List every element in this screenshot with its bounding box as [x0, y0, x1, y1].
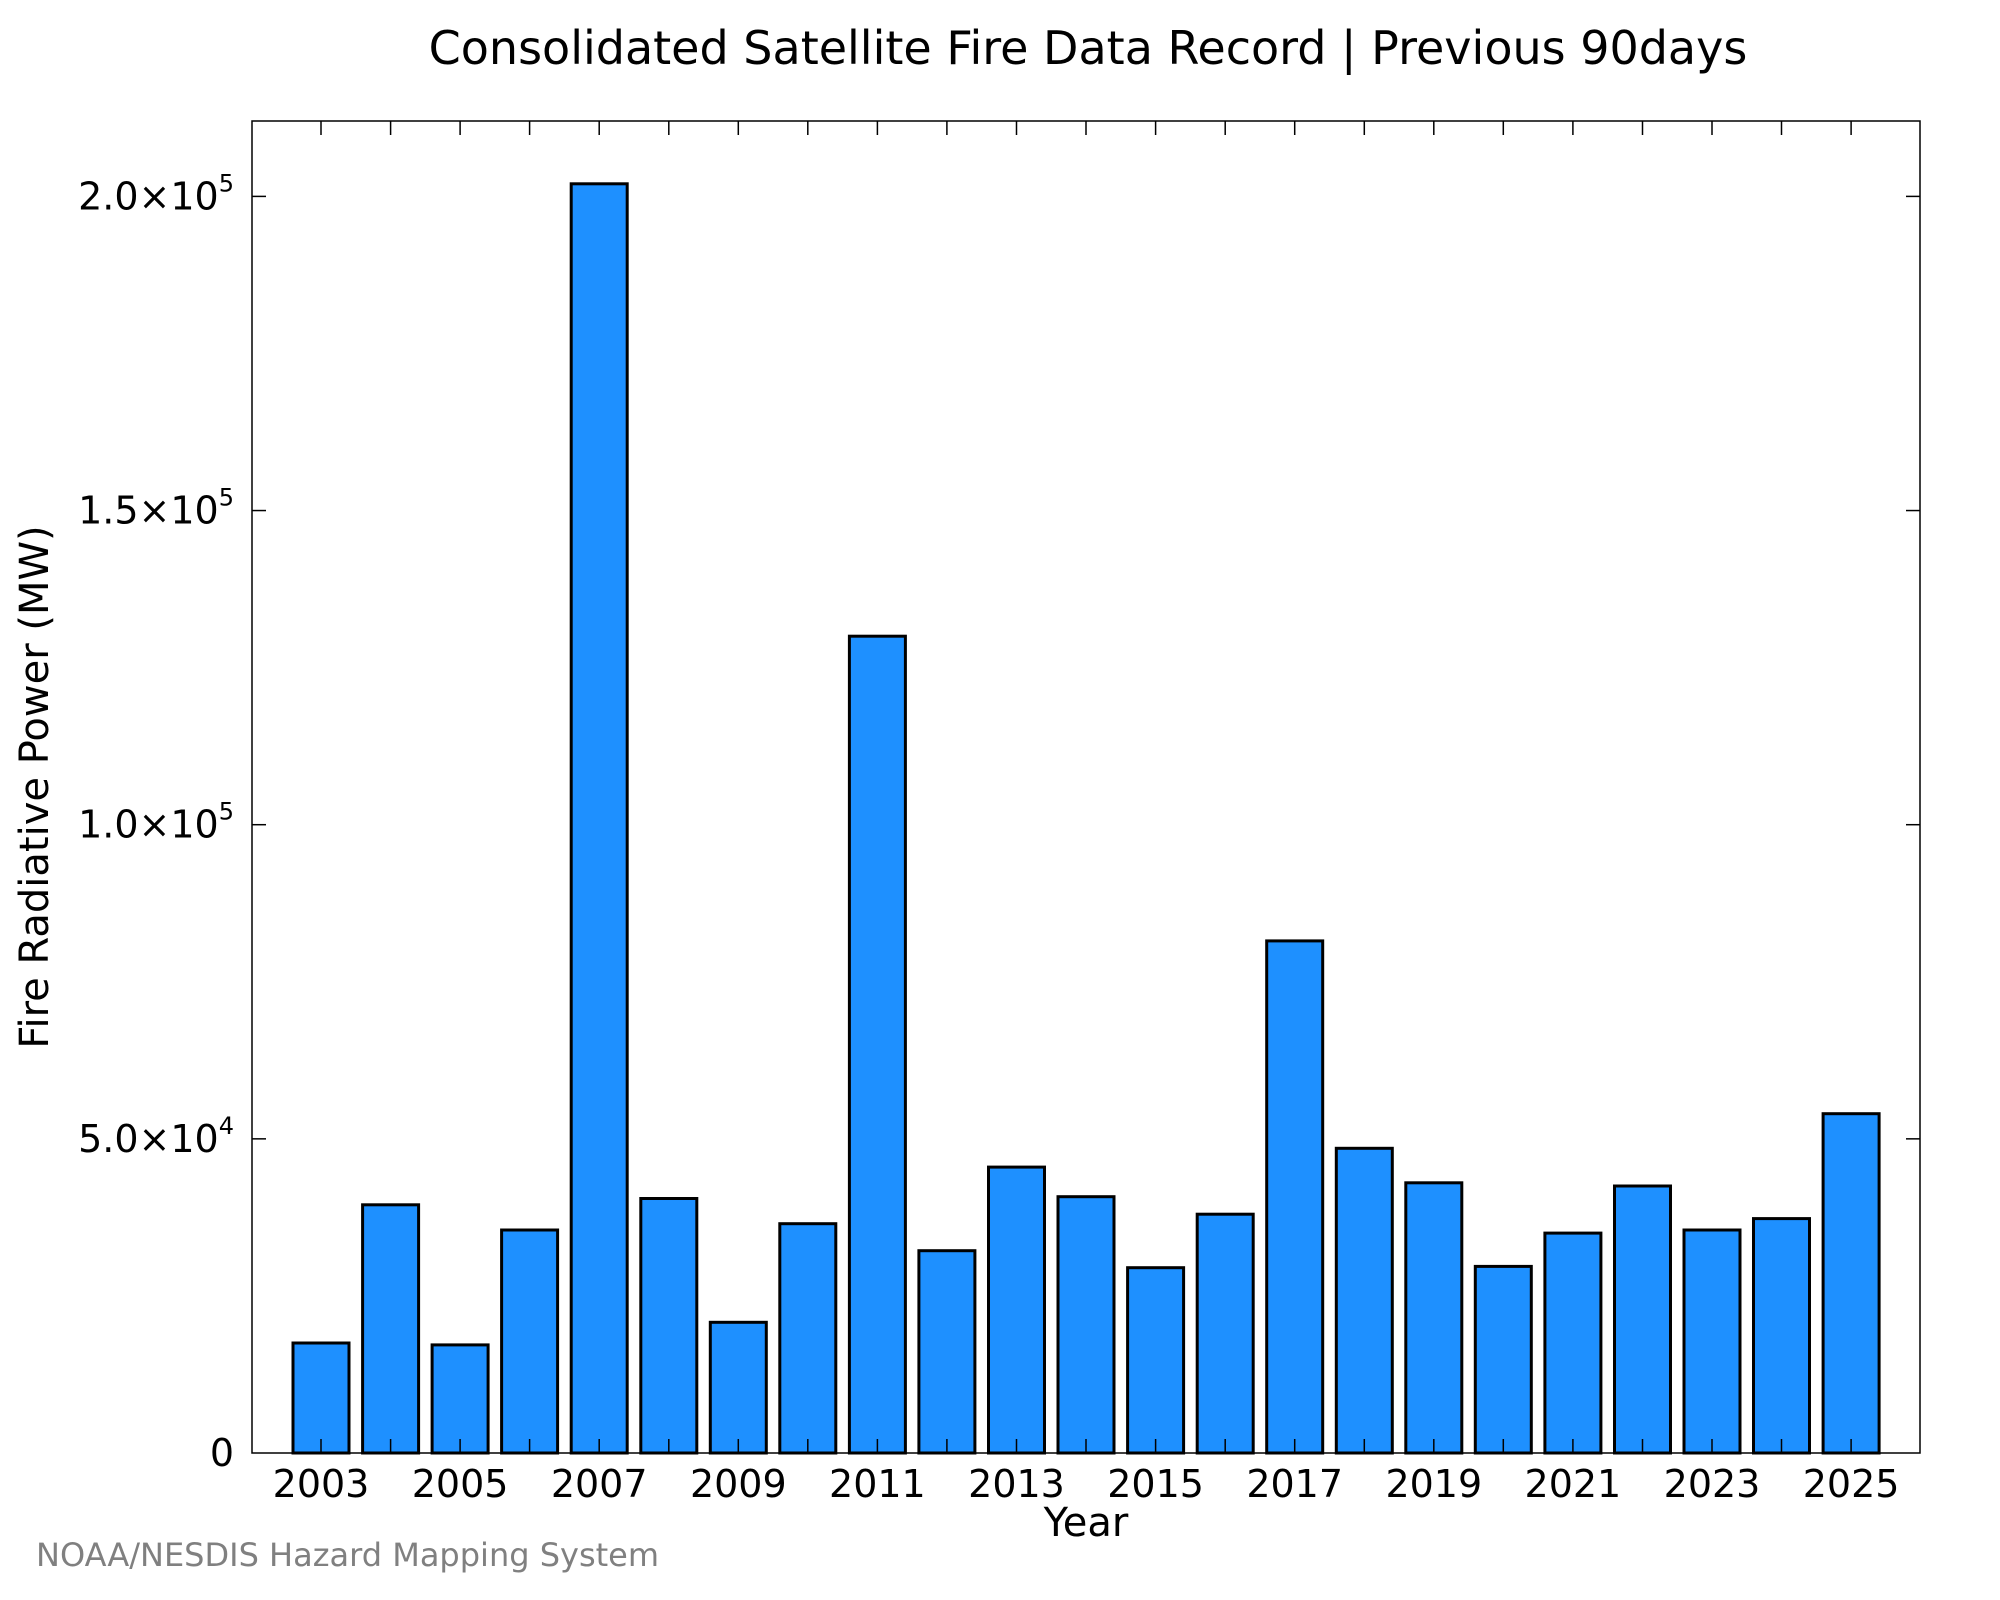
bar-2004: [361, 1203, 421, 1455]
x-tick-label: 2013: [968, 1462, 1065, 1506]
bar-2016: [1195, 1212, 1255, 1455]
bar-2007: [569, 182, 629, 1455]
chart-title: Consolidated Satellite Fire Data Record …: [429, 21, 1748, 76]
x-tick-label: 2017: [1246, 1462, 1343, 1506]
bar-2015: [1126, 1266, 1186, 1455]
x-tick-label: 2019: [1385, 1462, 1482, 1506]
bar-2019: [1404, 1181, 1464, 1455]
x-tick-label: 2007: [551, 1462, 648, 1506]
bar-2005: [430, 1343, 490, 1455]
bars-group: [291, 182, 1881, 1455]
bar-2021: [1543, 1231, 1603, 1455]
bar-2014: [1056, 1195, 1116, 1455]
bar-2022: [1613, 1184, 1672, 1455]
y-tick-label: 1.5×105: [78, 484, 234, 533]
bar-2020: [1473, 1264, 1533, 1455]
y-tick-labels: 0 5.0×104 1.0×105 1.5×105 2.0×105: [78, 169, 234, 1475]
bar-2017: [1265, 939, 1325, 1455]
bar-2003: [291, 1341, 351, 1455]
y-tick-label: 1.0×105: [78, 798, 234, 847]
bar-2010: [778, 1222, 838, 1455]
bar-2018: [1334, 1146, 1394, 1455]
bar-2024: [1752, 1217, 1811, 1455]
x-tick-label: 2021: [1525, 1462, 1622, 1506]
bar-2025: [1821, 1112, 1881, 1455]
x-tick-label: 2005: [412, 1462, 509, 1506]
bar-2012: [917, 1249, 977, 1455]
credit-text: NOAA/NESDIS Hazard Mapping System: [36, 1536, 660, 1574]
x-tick-label: 2023: [1664, 1462, 1761, 1506]
x-tick-label: 2009: [690, 1462, 787, 1506]
y-tick-label: 0: [210, 1431, 234, 1475]
bar-2008: [639, 1197, 699, 1455]
bar-2011: [847, 634, 907, 1455]
bar-2013: [987, 1165, 1046, 1455]
x-tick-label: 2025: [1803, 1462, 1900, 1506]
x-tick-label: 2011: [829, 1462, 926, 1506]
bar-2023: [1682, 1228, 1742, 1455]
y-tick-label: 2.0×105: [78, 169, 234, 218]
x-tick-labels: 2003 2005 2007 2009 2011 2013 2015 2017 2019 2021…: [273, 1462, 1900, 1506]
bar-2009: [708, 1320, 768, 1455]
x-tick-label: 2003: [273, 1462, 370, 1506]
ticks-group: [252, 121, 1920, 1453]
x-tick-label: 2015: [1107, 1462, 1204, 1506]
bar-2006: [500, 1228, 560, 1455]
y-axis-label: Fire Radiative Power (MW): [12, 525, 58, 1048]
y-tick-label: 5.0×104: [78, 1112, 234, 1161]
plot-frame: [251, 120, 1921, 1454]
x-axis-label: Year: [1043, 1500, 1129, 1546]
